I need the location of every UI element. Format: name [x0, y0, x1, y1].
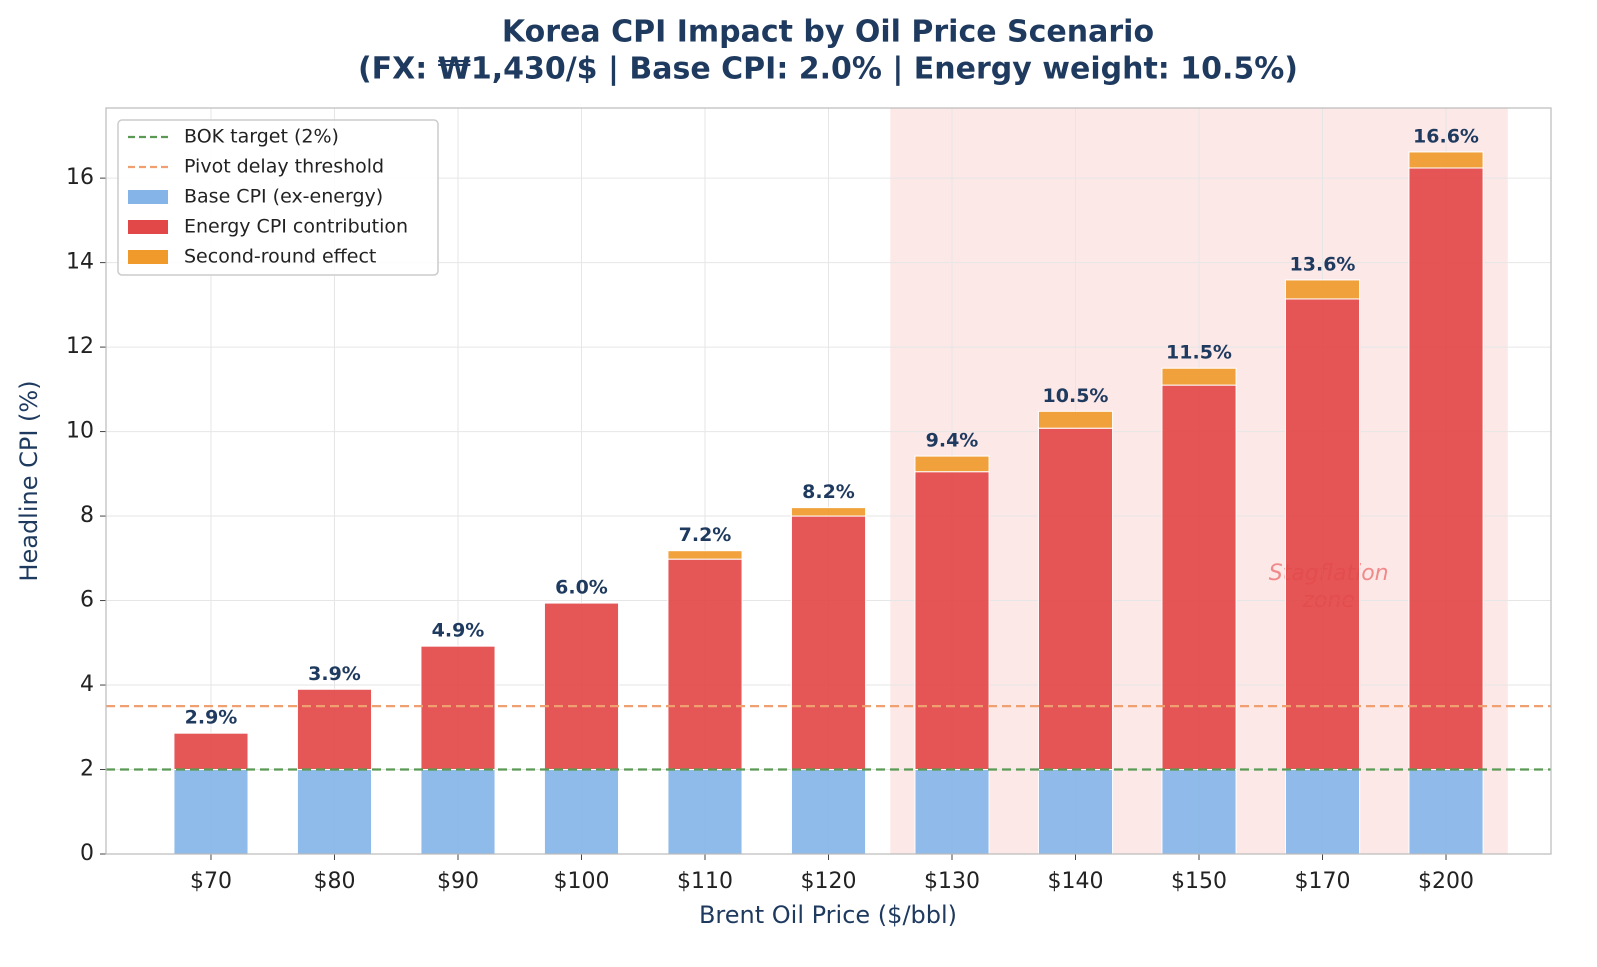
x-tick-label: $100	[553, 869, 609, 894]
bar-segment	[1284, 298, 1361, 771]
x-tick-label: $110	[677, 869, 733, 894]
bar-segment	[1037, 410, 1114, 429]
x-tick-label: $120	[801, 869, 857, 894]
plot-frame	[105, 107, 1552, 855]
bar-segment	[1408, 151, 1484, 169]
legend-label: Second-round effect	[184, 246, 376, 268]
bar-segment	[1284, 769, 1361, 855]
total-label: 4.9%	[432, 620, 485, 642]
x-tick-label: $70	[190, 869, 232, 894]
bar-segment	[1037, 427, 1114, 771]
total-label: 6.0%	[555, 577, 608, 599]
bar-segment	[914, 455, 990, 473]
x-tick-label: $170	[1295, 869, 1351, 894]
bar-segment	[296, 769, 373, 855]
x-tick-label: $90	[437, 869, 479, 894]
y-tick-label: 16	[66, 165, 94, 190]
bar-segment	[790, 769, 867, 855]
y-tick-label: 12	[66, 334, 94, 359]
bar-segment	[543, 602, 620, 771]
total-label: 9.4%	[926, 430, 979, 452]
legend-label: BOK target (2%)	[184, 126, 339, 148]
x-tick-label: $150	[1171, 869, 1227, 894]
bar-segment	[790, 515, 867, 771]
total-label: 16.6%	[1413, 125, 1479, 147]
x-tick-label: $140	[1048, 869, 1104, 894]
y-tick-label: 4	[80, 672, 94, 697]
legend-label: Pivot delay threshold	[184, 156, 384, 178]
bar-segment	[1284, 279, 1361, 300]
total-label: 2.9%	[185, 707, 238, 729]
bar-segment	[1161, 769, 1237, 855]
total-label: 13.6%	[1290, 253, 1356, 275]
bar-segment	[420, 645, 496, 771]
bar-segment	[420, 769, 496, 855]
bar-segment	[667, 769, 743, 855]
total-label: 10.5%	[1043, 385, 1109, 407]
bar-segment	[543, 769, 620, 855]
chart-title: Korea CPI Impact by Oil Price Scenario	[502, 15, 1154, 50]
legend-label: Base CPI (ex-energy)	[184, 186, 383, 208]
y-tick-label: 0	[80, 841, 94, 866]
x-tick-label: $200	[1418, 869, 1474, 894]
chart-subtitle: (FX: ₩1,430/$ | Base CPI: 2.0% | Energy …	[358, 52, 1298, 87]
bar-segment	[667, 558, 743, 771]
bar-segment	[296, 688, 373, 771]
legend-box	[117, 119, 439, 276]
y-tick-label: 10	[66, 419, 94, 444]
bar-segment	[1037, 769, 1114, 855]
bar-segment	[173, 769, 249, 855]
bar-segment	[1161, 384, 1237, 771]
total-label: 8.2%	[802, 481, 855, 503]
y-tick-label: 8	[80, 503, 94, 528]
y-tick-label: 2	[80, 757, 94, 782]
legend-swatch	[128, 250, 168, 264]
bar-segment	[173, 732, 249, 771]
bar-segment	[914, 769, 990, 855]
legend-swatch	[128, 220, 168, 234]
total-label: 11.5%	[1166, 342, 1232, 364]
bar-segment	[1408, 769, 1484, 855]
y-tick-label: 14	[66, 250, 94, 275]
x-axis-label: Brent Oil Price ($/bbl)	[699, 901, 957, 929]
bar-segment	[914, 471, 990, 771]
legend-label: Energy CPI contribution	[184, 216, 408, 238]
legend-swatch	[128, 190, 168, 204]
y-axis-label: Headline CPI (%)	[15, 380, 43, 581]
x-tick-label: $130	[924, 869, 980, 894]
bar-segment	[790, 507, 867, 517]
y-tick-label: 6	[80, 588, 94, 613]
total-label: 3.9%	[308, 663, 361, 685]
bar-segment	[1161, 367, 1237, 386]
bar-segment	[1408, 167, 1484, 771]
total-label: 7.2%	[679, 524, 732, 546]
bar-segment	[667, 550, 743, 560]
x-tick-label: $80	[313, 869, 355, 894]
